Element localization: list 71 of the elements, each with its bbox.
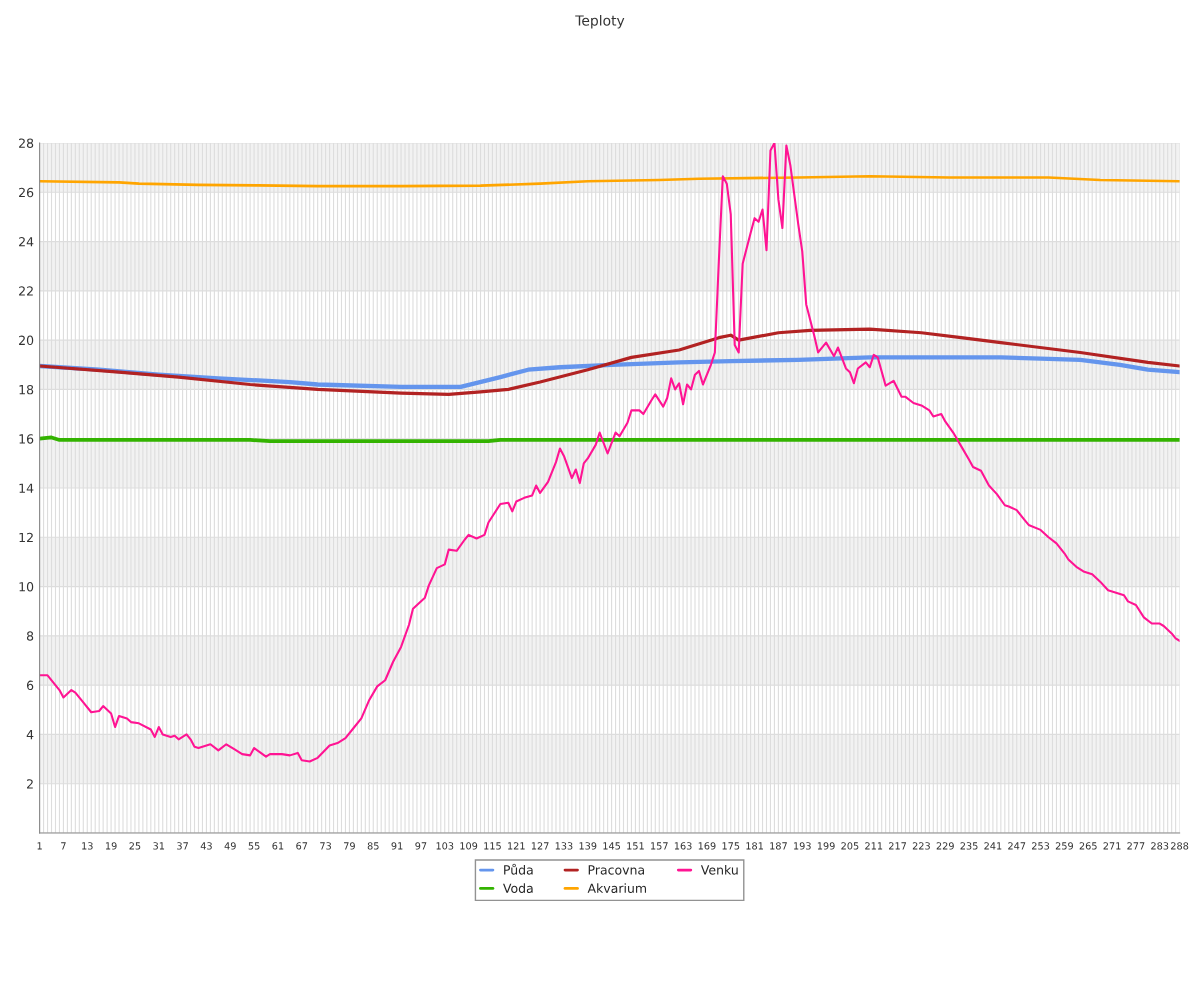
x-tick-label: 217 — [889, 842, 907, 850]
x-tick-label: 49 — [224, 842, 236, 850]
x-tick-label: 109 — [460, 842, 478, 850]
legend-label: Půda — [504, 863, 533, 875]
x-tick-label: 199 — [817, 842, 835, 850]
x-tick-label: 247 — [1008, 842, 1026, 850]
y-tick-label: 12 — [19, 532, 33, 543]
legend-label: Pracovna — [588, 865, 644, 875]
y-tick-label: 10 — [19, 582, 34, 592]
x-tick-label: 85 — [367, 842, 379, 850]
x-tick-label: 55 — [248, 842, 260, 850]
y-tick-label: 22 — [19, 286, 33, 296]
y-tick-label: 20 — [19, 335, 34, 346]
x-tick-label: 211 — [865, 842, 883, 850]
x-tick-label: 235 — [960, 842, 978, 850]
x-tick-label: 7 — [61, 842, 66, 850]
x-tick-label: 163 — [674, 842, 692, 850]
line-series — [39, 174, 1180, 188]
line-series — [39, 327, 1180, 396]
x-tick-label: 241 — [984, 842, 1002, 850]
x-tick-label: 1 — [37, 842, 42, 850]
y-tick-label: 2 — [27, 779, 33, 789]
x-tick-label: 259 — [1055, 842, 1073, 850]
x-tick-label: 73 — [320, 842, 331, 850]
y-tick-label: 16 — [19, 434, 34, 444]
x-tick-label: 288 — [1171, 842, 1189, 850]
x-tick-label: 205 — [841, 842, 859, 850]
x-tick-label: 229 — [936, 842, 954, 850]
x-tick-label: 187 — [770, 842, 787, 850]
x-tick-label: 283 — [1151, 842, 1169, 850]
y-tick-label: 26 — [19, 187, 34, 198]
chart-title: Teploty — [575, 15, 625, 29]
y-tick-label: 18 — [19, 384, 34, 395]
x-tick-label: 139 — [579, 842, 597, 850]
x-tick-label: 193 — [794, 842, 811, 850]
y-tick-label: 4 — [26, 730, 34, 740]
legend-label: Venku — [700, 864, 738, 875]
y-tick-label: 28 — [19, 138, 34, 148]
x-tick-label: 103 — [436, 842, 454, 850]
legend-label: Voda — [503, 883, 533, 893]
x-tick-label: 175 — [722, 842, 740, 850]
legend-label: Akvarium — [587, 883, 646, 893]
x-tick-label: 115 — [484, 842, 501, 850]
x-tick-label: 271 — [1103, 842, 1121, 850]
x-tick-label: 61 — [272, 842, 284, 850]
x-tick-label: 79 — [344, 842, 355, 850]
x-tick-label: 157 — [651, 842, 668, 850]
x-tick-label: 151 — [627, 842, 644, 850]
x-tick-label: 223 — [912, 842, 930, 850]
x-tick-label: 265 — [1079, 842, 1097, 850]
x-tick-label: 127 — [531, 842, 549, 850]
y-tick-label: 14 — [19, 483, 34, 493]
x-tick-label: 133 — [555, 842, 573, 850]
x-tick-label: 13 — [82, 842, 93, 850]
x-tick-label: 25 — [129, 842, 141, 850]
x-tick-label: 19 — [105, 842, 117, 850]
x-tick-label: 253 — [1032, 842, 1050, 850]
x-tick-label: 97 — [415, 842, 427, 850]
y-tick-label: 6 — [26, 680, 34, 691]
x-tick-label: 43 — [200, 842, 212, 850]
x-tick-label: 181 — [746, 842, 763, 850]
y-tick-label: 24 — [19, 237, 34, 247]
x-tick-label: 145 — [603, 842, 621, 850]
x-tick-label: 121 — [508, 842, 525, 850]
x-tick-label: 37 — [177, 842, 188, 850]
x-tick-label: 277 — [1127, 842, 1145, 850]
x-tick-label: 67 — [296, 842, 308, 850]
x-tick-label: 91 — [391, 842, 403, 850]
y-tick-label: 8 — [26, 631, 34, 641]
x-tick-label: 31 — [153, 842, 165, 850]
x-tick-label: 169 — [698, 842, 716, 850]
